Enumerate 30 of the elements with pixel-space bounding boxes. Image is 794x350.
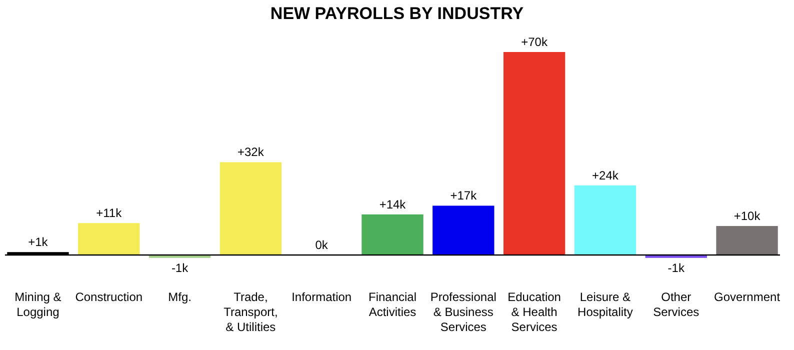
bar bbox=[78, 223, 140, 255]
data-label: +14k bbox=[379, 197, 407, 212]
bar bbox=[716, 226, 778, 255]
bar bbox=[574, 185, 636, 255]
data-label: +10k bbox=[734, 209, 762, 223]
x-tick-label: Construction bbox=[75, 290, 143, 304]
chart-title: NEW PAYROLLS BY INDUSTRY bbox=[270, 4, 524, 23]
x-tick-label: Trade, Transport, & Utilities bbox=[224, 290, 278, 334]
bar bbox=[220, 162, 282, 255]
data-label: -1k bbox=[668, 260, 686, 275]
data-label: 0k bbox=[315, 238, 329, 252]
x-tick-label: Leisure & Hospitality bbox=[578, 290, 633, 319]
x-tick-label: Information bbox=[292, 290, 352, 304]
data-label: +24k bbox=[592, 168, 620, 182]
data-label: -1k bbox=[171, 260, 190, 275]
x-tick-label: Government bbox=[714, 290, 781, 304]
x-tick-label: Financial Activities bbox=[368, 290, 417, 319]
bar bbox=[503, 52, 566, 255]
data-label: +70k bbox=[521, 35, 548, 49]
data-label: +1k bbox=[28, 235, 49, 250]
x-tick-label: Education & Health Services bbox=[508, 290, 561, 334]
data-label: +11k bbox=[96, 206, 123, 220]
x-tick-label: Professional & Business Services bbox=[430, 290, 496, 334]
data-label: +32k bbox=[238, 145, 265, 160]
data-label: +17k bbox=[450, 188, 478, 203]
x-tick-label: Mining & Logging bbox=[14, 290, 62, 319]
bar bbox=[432, 206, 494, 255]
bar bbox=[362, 214, 424, 255]
x-tick-label: Mfg. bbox=[168, 290, 192, 304]
x-tick-label: Other Services bbox=[653, 290, 700, 319]
